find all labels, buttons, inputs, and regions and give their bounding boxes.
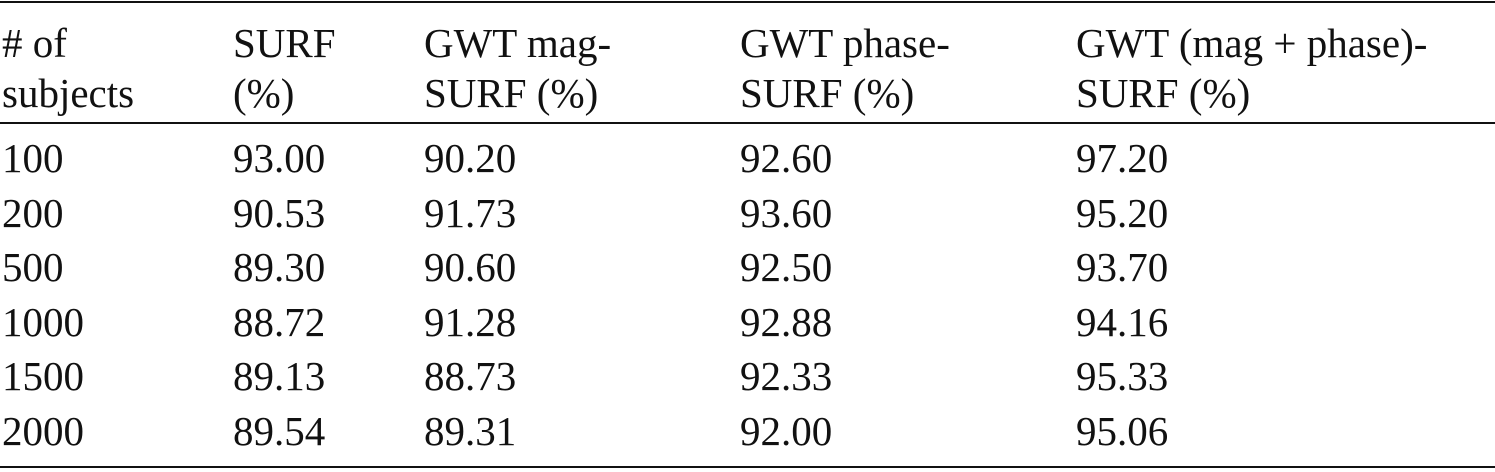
- table-cell: 88.72: [233, 298, 326, 345]
- table-cell: 95.20: [1076, 189, 1169, 236]
- header-cell: GWT mag-: [424, 20, 612, 66]
- table-cell: 92.00: [740, 407, 833, 454]
- table-cell: 89.30: [233, 244, 326, 290]
- table-cell: 2000: [2, 407, 84, 454]
- header-cell: GWT (mag + phase)-: [1076, 20, 1428, 66]
- table-cell: 1000: [2, 298, 84, 345]
- table-cell: 100: [2, 135, 64, 181]
- table-cell: 90.60: [424, 244, 517, 290]
- table-cell: 90.53: [233, 189, 326, 236]
- table-cell: 93.60: [740, 189, 833, 236]
- table-cell: 95.06: [1076, 407, 1169, 454]
- table-cell: 91.73: [424, 189, 517, 236]
- header-cell: SURF: [233, 20, 336, 66]
- header-cell: SURF (%): [740, 70, 915, 116]
- table-cell: 88.73: [424, 353, 517, 399]
- table-cell: 500: [2, 244, 64, 290]
- header-cell: # of: [2, 20, 67, 66]
- table-cell: 92.88: [740, 298, 833, 345]
- header-cell: subjects: [2, 70, 135, 116]
- header-cell: GWT phase-: [740, 20, 950, 66]
- table-cell: 97.20: [1076, 135, 1169, 181]
- table-cell: 89.54: [233, 407, 326, 454]
- table-cell: 93.00: [233, 135, 326, 181]
- header-cell: SURF (%): [424, 70, 599, 116]
- top-rule: [0, 1, 1495, 3]
- table-cell: 91.28: [424, 298, 517, 345]
- table-cell: 92.33: [740, 353, 833, 399]
- table-cell: 93.70: [1076, 244, 1169, 290]
- table-cell: 200: [2, 189, 64, 236]
- table-cell: 92.60: [740, 135, 833, 181]
- bottom-rule: [0, 466, 1495, 468]
- table-cell: 95.33: [1076, 353, 1169, 399]
- table-cell: 90.20: [424, 135, 517, 181]
- table-cell: 89.13: [233, 353, 326, 399]
- table-cell: 89.31: [424, 407, 517, 454]
- table-cell: 1500: [2, 353, 84, 399]
- header-rule: [0, 122, 1495, 124]
- table-cell: 94.16: [1076, 298, 1169, 345]
- table-cell: 92.50: [740, 244, 833, 290]
- header-cell: (%): [233, 70, 295, 116]
- header-cell: SURF (%): [1076, 70, 1251, 116]
